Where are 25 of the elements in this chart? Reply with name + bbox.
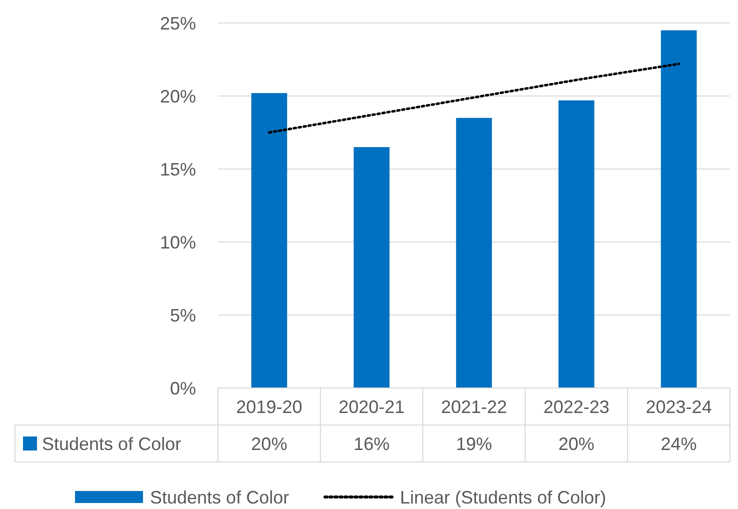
y-tick-label: 20% <box>160 86 196 106</box>
y-tick-label: 15% <box>160 159 196 180</box>
x-tick-label: 2021-22 <box>440 396 508 417</box>
bar <box>456 118 492 388</box>
bar <box>354 147 390 388</box>
x-tick-label: 2020-21 <box>338 396 405 417</box>
legend-label: Linear (Students of Color) <box>400 487 606 508</box>
bar <box>660 30 697 388</box>
y-tick-label: 10% <box>160 232 196 252</box>
data-label: 20% <box>558 434 594 454</box>
bar <box>558 100 594 388</box>
x-tick-label: 2023-24 <box>646 396 712 417</box>
x-tick-label: 2019-20 <box>236 396 302 417</box>
text: Students of Color <box>150 487 290 508</box>
bar <box>251 93 288 388</box>
data-label: 19% <box>456 434 492 454</box>
y-tick-label: 25% <box>160 13 196 34</box>
legend-label: Students of Color <box>42 434 182 454</box>
data-label: 16% <box>354 434 390 454</box>
y-tick-label: 5% <box>170 305 196 326</box>
line-series <box>268 62 680 134</box>
y-tick-label: 0% <box>170 378 196 398</box>
data-label: 20% <box>251 434 288 454</box>
x-tick-label: 2022-23 <box>543 396 610 417</box>
data-label: 24% <box>660 434 697 454</box>
